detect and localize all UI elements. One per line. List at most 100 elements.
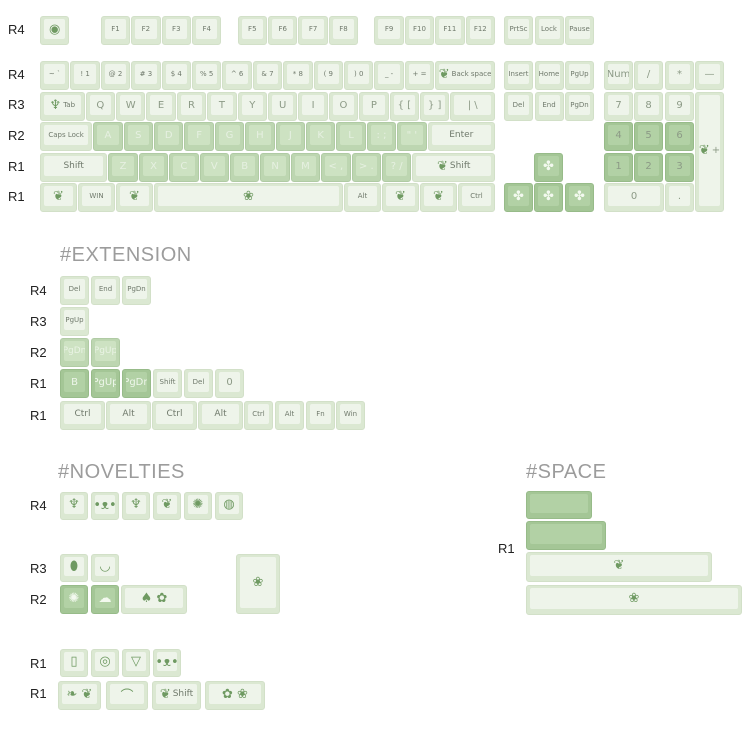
letter-key[interactable]: E — [146, 92, 176, 121]
number-key[interactable]: ^ 6 — [222, 61, 252, 90]
keycap[interactable]: Fn — [306, 401, 335, 430]
number-key[interactable]: $ 4 — [161, 61, 191, 90]
letter-key[interactable]: J — [275, 122, 305, 151]
f-key[interactable]: F4 — [192, 16, 222, 45]
f-key[interactable]: F3 — [161, 16, 191, 45]
spacebar-key[interactable]: ❦ — [526, 552, 712, 582]
keycap[interactable]: End — [91, 276, 120, 305]
keycap[interactable]: B — [60, 369, 89, 398]
system-key[interactable]: Lock — [534, 16, 564, 45]
novelty-key[interactable]: ʕ•ᴥ•ʔ — [153, 649, 181, 677]
modifier-key[interactable]: Alt — [344, 183, 381, 212]
numpad-key[interactable]: 7 — [604, 92, 633, 121]
numpad-key[interactable]: 1 — [604, 153, 633, 182]
f-key[interactable]: F5 — [237, 16, 267, 45]
novelty-key[interactable]: ♆ — [122, 492, 150, 520]
numpad-key[interactable]: 4 — [604, 122, 633, 151]
spacebar-key[interactable] — [526, 491, 592, 519]
letter-key[interactable]: Y — [237, 92, 267, 121]
spacebar-key[interactable] — [526, 521, 606, 550]
novelty-key[interactable]: ⬮ — [60, 554, 88, 582]
nav-key[interactable]: PgUp — [565, 61, 594, 90]
letter-key[interactable]: O — [328, 92, 359, 121]
novelty-key[interactable]: ✺ — [60, 585, 88, 614]
spacebar[interactable]: ❀ — [154, 183, 343, 212]
novelty-key[interactable]: ✺ — [184, 492, 212, 520]
novelty-key[interactable]: ❦ — [420, 183, 457, 212]
right-shift-key[interactable]: ❦ Shift — [412, 153, 495, 182]
novelty-key[interactable]: ❦ — [153, 492, 181, 520]
enter-key[interactable]: Enter — [427, 122, 495, 151]
arrow-left-key[interactable]: ✤ — [504, 183, 533, 212]
letter-key[interactable]: W — [116, 92, 146, 121]
letter-key[interactable]: S — [123, 122, 153, 151]
keycap[interactable]: 0 — [215, 369, 244, 398]
system-key[interactable]: PrtSc — [504, 16, 533, 45]
novelty-key[interactable]: ◎ — [91, 649, 119, 677]
keycap[interactable]: Del — [60, 276, 89, 305]
numpad-key[interactable]: 8 — [634, 92, 663, 121]
letter-key[interactable]: V — [199, 153, 229, 182]
novelty-key[interactable]: ☁ — [91, 585, 119, 614]
keycap[interactable]: Ctrl — [60, 401, 105, 430]
keycap[interactable]: Alt — [106, 401, 151, 430]
letter-key[interactable]: G — [214, 122, 245, 151]
numpad-key[interactable]: . — [665, 183, 694, 212]
number-key[interactable]: * 8 — [283, 61, 313, 90]
numpad-key[interactable]: 5 — [634, 122, 663, 151]
novelty-key[interactable]: ▯ — [60, 649, 88, 677]
novelty-key[interactable]: ❦ — [116, 183, 153, 212]
novelty-key[interactable]: ❦ — [40, 183, 77, 212]
novelty-key[interactable]: ◍ — [215, 492, 243, 520]
letter-key[interactable]: A — [93, 122, 123, 151]
f-key[interactable]: F10 — [404, 16, 435, 45]
nav-key[interactable]: PgDn — [565, 92, 594, 121]
letter-key[interactable]: < , — [321, 153, 351, 182]
novelty-key[interactable]: ✿ ❀ — [205, 681, 265, 710]
keycap[interactable]: PgDn — [122, 276, 151, 305]
f-key[interactable]: F2 — [131, 16, 161, 45]
pipe-key[interactable]: | \ — [450, 92, 495, 121]
numpad-key[interactable]: 6 — [665, 122, 694, 151]
letter-key[interactable]: M — [290, 153, 321, 182]
numpad-key[interactable]: 9 — [665, 92, 694, 121]
keycap[interactable]: PgUp — [60, 307, 89, 336]
number-key[interactable]: & 7 — [252, 61, 283, 90]
escape-key[interactable]: ◉ — [40, 16, 70, 45]
numpad-key[interactable]: 3 — [665, 153, 694, 182]
f-key[interactable]: F11 — [435, 16, 465, 45]
f-key[interactable]: F6 — [268, 16, 298, 45]
novelty-key[interactable]: ▽ — [122, 649, 150, 677]
keycap[interactable]: Win — [336, 401, 365, 430]
letter-key[interactable]: U — [268, 92, 298, 121]
numpad-key[interactable]: Num — [604, 61, 633, 90]
letter-key[interactable]: X — [138, 153, 169, 182]
keycap[interactable]: PgDn — [122, 369, 151, 398]
f-key[interactable]: F8 — [328, 16, 359, 45]
number-key[interactable]: ~ ` — [40, 61, 70, 90]
keycap[interactable]: PgUp — [91, 338, 120, 367]
modifier-key[interactable]: Ctrl — [458, 183, 495, 212]
number-key[interactable]: ( 9 — [313, 61, 343, 90]
letter-key[interactable]: : ; — [366, 122, 397, 151]
arrow-right-key[interactable]: ✤ — [565, 183, 594, 212]
modifier-key[interactable]: WIN — [78, 183, 115, 212]
letter-key[interactable]: > . — [351, 153, 381, 182]
number-key[interactable]: @ 2 — [100, 61, 131, 90]
numpad-key[interactable]: * — [665, 61, 694, 90]
novelty-key[interactable]: ⌒ — [106, 681, 148, 710]
nav-key[interactable]: End — [534, 92, 564, 121]
caps-lock-key[interactable]: Caps Lock — [40, 122, 93, 151]
numpad-key[interactable]: 0 — [604, 183, 664, 212]
nav-key[interactable]: Del — [504, 92, 533, 121]
nav-key[interactable]: Home — [534, 61, 564, 90]
f-key[interactable]: F9 — [374, 16, 404, 45]
number-key[interactable]: ! 1 — [70, 61, 100, 90]
keycap[interactable]: Alt — [198, 401, 243, 430]
number-key[interactable]: _ - — [374, 61, 404, 90]
number-key[interactable]: + = — [404, 61, 435, 90]
arrow-down-key[interactable]: ✤ — [534, 183, 563, 212]
letter-key[interactable]: { [ — [389, 92, 419, 121]
iso-enter-novelty-key[interactable]: ❀ — [236, 554, 280, 614]
letter-key[interactable]: L — [336, 122, 366, 151]
